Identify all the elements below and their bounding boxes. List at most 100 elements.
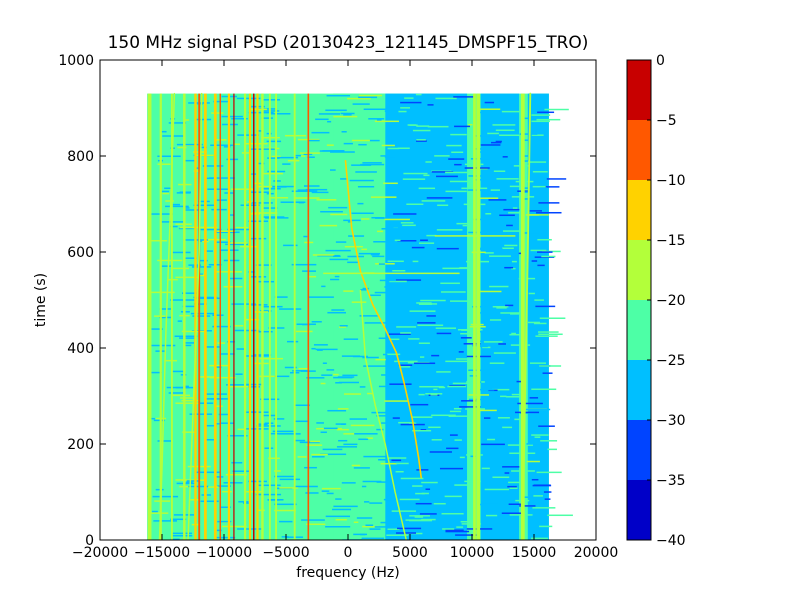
heatmap-speckle xyxy=(397,527,422,530)
heatmap-speckle xyxy=(444,495,462,498)
heatmap-speckle xyxy=(343,290,354,292)
chart-title: 150 MHz signal PSD (20130423_121145_DMSP… xyxy=(108,33,589,53)
heatmap-speckle xyxy=(411,246,425,249)
heatmap-speckle xyxy=(317,349,323,351)
heatmap-speckle xyxy=(397,240,417,242)
heatmap-speckle xyxy=(380,521,406,524)
heatmap-speckle xyxy=(295,154,301,157)
heatmap-speckle xyxy=(488,199,507,201)
heatmap-speckle xyxy=(257,162,265,165)
heatmap-speckle xyxy=(388,333,411,335)
heatmap-speckle xyxy=(362,287,369,290)
heatmap-speckle xyxy=(207,188,230,190)
heatmap-speckle xyxy=(149,371,162,374)
heatmap-speckle xyxy=(377,230,383,233)
heatmap-speckle xyxy=(403,172,428,175)
heatmap-speckle xyxy=(511,267,516,270)
heatmap-speckle xyxy=(528,321,540,324)
heatmap-speckle xyxy=(472,344,491,347)
heatmap-speckle xyxy=(458,351,464,353)
heatmap-speckle xyxy=(493,352,516,354)
heatmap-speckle xyxy=(398,421,415,424)
heatmap-speckle xyxy=(358,96,378,99)
heatmap-speckle xyxy=(463,343,481,345)
heatmap-speckle xyxy=(521,117,530,120)
heatmap-speckle xyxy=(496,307,507,309)
heatmap-speckle xyxy=(179,226,205,229)
heatmap-speckle xyxy=(348,235,365,237)
heatmap-speckle xyxy=(326,94,351,97)
heatmap-speckle xyxy=(273,418,285,420)
heatmap-speckle xyxy=(308,139,320,142)
heatmap-speckle xyxy=(325,526,351,528)
heatmap-speckle xyxy=(523,198,545,200)
heatmap-speckle xyxy=(488,255,511,257)
heatmap-speckle xyxy=(219,353,235,355)
heatmap-speckle xyxy=(419,385,444,388)
heatmap-speckle xyxy=(505,304,514,307)
heatmap-speckle xyxy=(253,362,269,365)
heatmap-speckle xyxy=(483,417,491,419)
heatmap-speckle xyxy=(448,415,468,417)
heatmap-speckle xyxy=(478,197,499,199)
heatmap-speckle xyxy=(354,433,378,435)
heatmap-speckle xyxy=(259,375,284,378)
heatmap-speckle xyxy=(198,240,203,242)
heatmap-speckle xyxy=(195,471,221,474)
heatmap-speckle xyxy=(327,409,347,412)
heatmap-speckle xyxy=(516,380,522,383)
heatmap-speckle xyxy=(389,383,412,385)
heatmap-speckle xyxy=(512,207,518,209)
x-tick-label: −10000 xyxy=(196,545,252,561)
heatmap-speckle xyxy=(514,418,521,421)
heatmap-speckle xyxy=(449,180,473,183)
heatmap-speckle xyxy=(279,487,299,489)
heatmap-speckle xyxy=(305,492,319,494)
heatmap-speckle xyxy=(434,155,450,157)
heatmap-speckle xyxy=(529,397,539,399)
heatmap-speckle xyxy=(347,221,353,223)
heatmap-speckle xyxy=(217,520,232,523)
heatmap-speckle xyxy=(181,399,200,402)
heatmap-speckle xyxy=(473,218,488,221)
heatmap-speckle xyxy=(335,518,347,521)
heatmap-speckle xyxy=(385,321,404,324)
heatmap-speckle xyxy=(231,303,256,305)
heatmap-speckle xyxy=(409,124,418,126)
heatmap-speckle xyxy=(374,526,397,528)
heatmap-speckle xyxy=(381,228,407,230)
heatmap-speckle xyxy=(339,326,347,328)
heatmap-speckle xyxy=(231,188,255,190)
heatmap-speckle xyxy=(461,400,477,402)
heatmap-speckle xyxy=(449,434,458,436)
heatmap-speckle xyxy=(459,456,465,459)
heatmap-speckle xyxy=(259,357,284,360)
heatmap-speckle xyxy=(215,231,240,234)
heatmap-speckle xyxy=(327,311,346,314)
heatmap-speckle xyxy=(534,436,541,438)
heatmap-speckle xyxy=(227,434,248,437)
heatmap-speckle xyxy=(412,429,432,432)
heatmap-speckle xyxy=(497,417,510,419)
colorbar-segment xyxy=(627,60,651,120)
heatmap-speckle xyxy=(193,303,208,305)
heatmap-speckle xyxy=(392,270,406,272)
colorbar: −40 −35 −30 −25 −20 −15 −10 −5 0 xyxy=(626,53,686,549)
heatmap-speckle xyxy=(333,115,358,118)
heatmap-speckle xyxy=(256,130,263,132)
heatmap-speckle xyxy=(174,335,198,338)
heatmap-speckle xyxy=(337,376,355,378)
heatmap-speckle xyxy=(538,333,563,336)
heatmap-speckle xyxy=(454,439,462,441)
heatmap-speckle xyxy=(159,316,172,319)
heatmap-speckle xyxy=(362,162,382,164)
heatmap-speckle xyxy=(311,131,330,134)
heatmap-speckle xyxy=(310,440,320,443)
heatmap-speckle xyxy=(523,191,529,193)
heatmap-speckle xyxy=(440,282,460,285)
heatmap-speckle xyxy=(230,277,243,280)
heatmap-speckle xyxy=(315,348,338,351)
heatmap-speckle xyxy=(489,285,509,288)
heatmap-speckle xyxy=(273,180,281,182)
heatmap-speckle xyxy=(256,280,274,283)
